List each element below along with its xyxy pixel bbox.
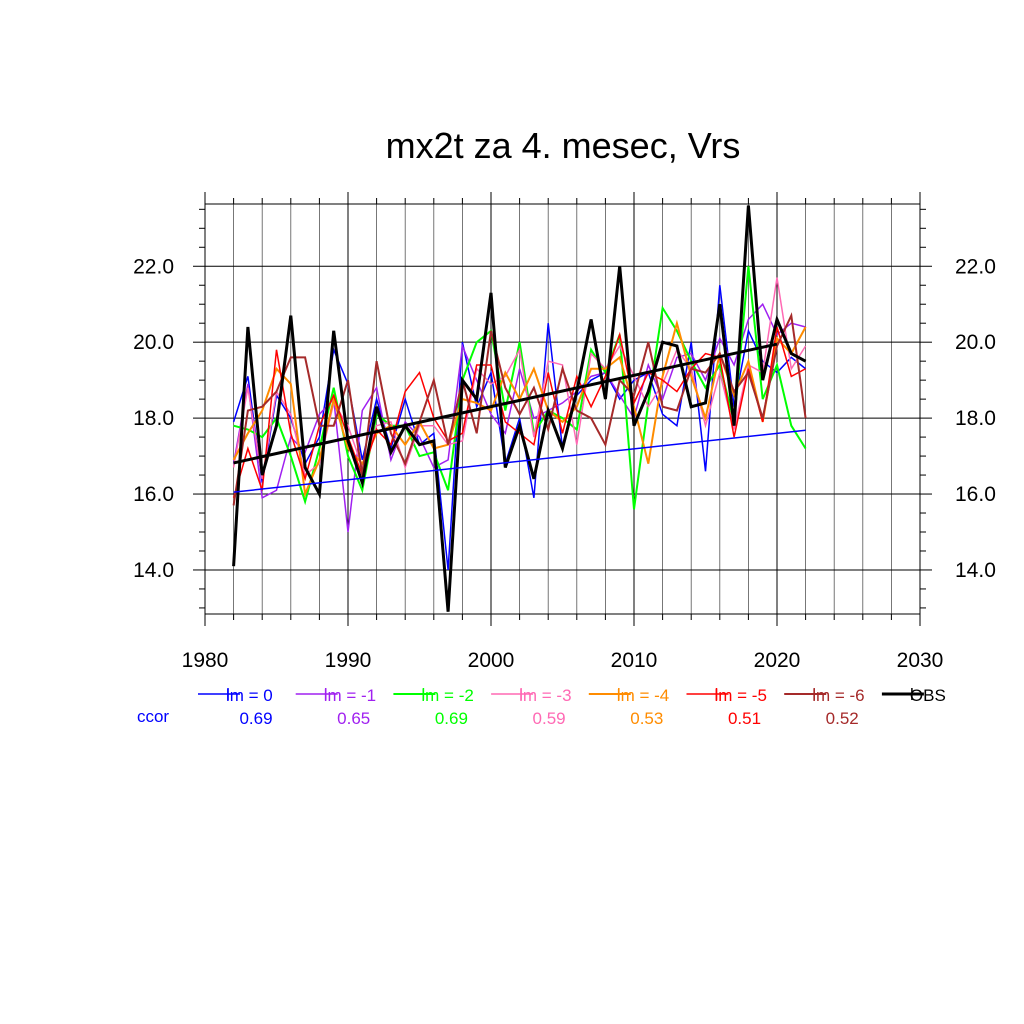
- legend-label-2: lm = -2: [421, 686, 473, 705]
- x-tick-label: 2000: [468, 649, 515, 672]
- legend-ccor-2: 0.69: [435, 709, 468, 728]
- y-tick-label-left: 22.0: [133, 255, 174, 278]
- y-tick-label-left: 18.0: [133, 407, 174, 430]
- y-tick-label-right: 16.0: [955, 483, 996, 506]
- chart-title: mx2t za 4. mesec, Vrs: [386, 125, 741, 166]
- x-tick-label: 2030: [897, 649, 944, 672]
- y-tick-label-right: 20.0: [955, 331, 996, 354]
- legend-label-6: lm = -6: [812, 686, 864, 705]
- trend-line-7: [233, 342, 778, 465]
- legend-ccor-1: 0.65: [337, 709, 370, 728]
- y-tick-label-right: 18.0: [955, 407, 996, 430]
- legend-label-0: lm = 0: [226, 686, 273, 705]
- legend-label-3: lm = -3: [519, 686, 571, 705]
- series-line-7: [232, 205, 807, 612]
- legend-ccor-5: 0.51: [728, 709, 761, 728]
- grid: [205, 204, 920, 614]
- legend-ccor-3: 0.59: [533, 709, 566, 728]
- legend-label-7: OBS: [910, 686, 946, 705]
- plot-frame: [204, 203, 921, 615]
- y-tick-label-right: 22.0: [955, 255, 996, 278]
- legend-label-5: lm = -5: [715, 686, 767, 705]
- y-tick-label-left: 20.0: [133, 331, 174, 354]
- y-tick-label-left: 16.0: [133, 483, 174, 506]
- x-tick-label: 2010: [611, 649, 658, 672]
- legend-label-4: lm = -4: [617, 686, 669, 705]
- trend-line-0: [233, 429, 806, 493]
- legend-ccor-0: 0.69: [239, 709, 272, 728]
- ccor-label: ccor: [137, 707, 169, 726]
- y-tick-label-left: 14.0: [133, 559, 174, 582]
- series-line-5: [232, 326, 806, 499]
- legend-ccor-4: 0.53: [630, 709, 663, 728]
- x-tick-label: 2020: [754, 649, 801, 672]
- series-lines: [232, 205, 807, 612]
- legend-ccor-6: 0.52: [826, 709, 859, 728]
- x-tick-label: 1980: [182, 649, 229, 672]
- x-tick-label: 1990: [325, 649, 372, 672]
- axes: 1980 1990 2000 2010 2020 2030 14.0 14.0 16.0 16.0…: [133, 192, 996, 672]
- legend-label-1: lm = -1: [324, 686, 376, 705]
- y-tick-label-right: 14.0: [955, 559, 996, 582]
- legend: ccor lm = 0 0.69 lm = -1 0.65 lm = -2 0.69 lm …: [137, 686, 946, 728]
